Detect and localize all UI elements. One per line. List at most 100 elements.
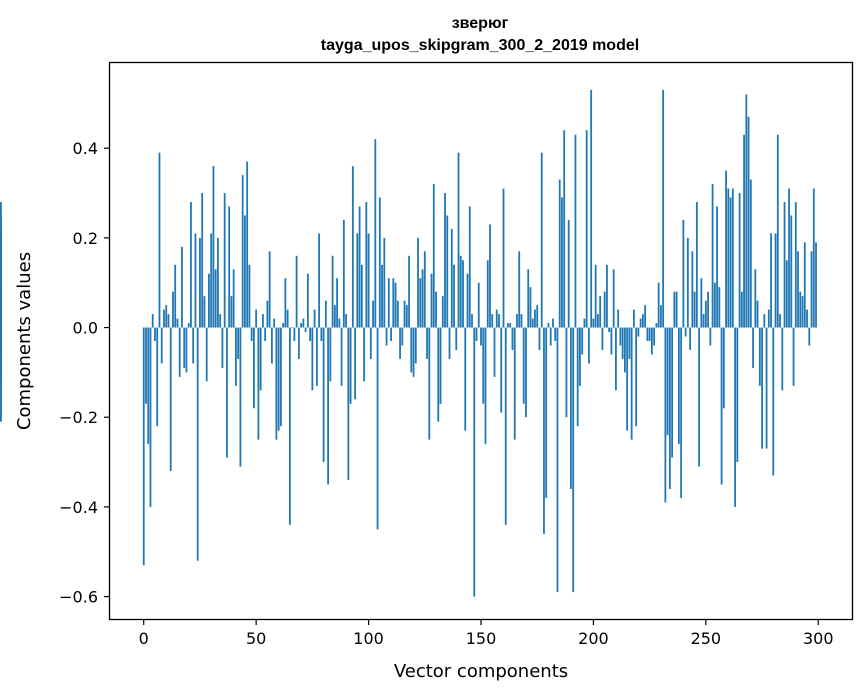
bar-108 — [385, 327, 388, 346]
bar-74 — [309, 327, 312, 341]
bar-97 — [360, 264, 363, 328]
bar-32 — [214, 269, 217, 328]
bar-169 — [522, 327, 525, 404]
bar-241 — [684, 327, 687, 337]
bar-80 — [322, 327, 325, 463]
bar-116 — [403, 300, 406, 328]
x-tick-label: 50 — [246, 629, 266, 648]
bar-170 — [525, 327, 527, 418]
bar-6 — [156, 327, 159, 427]
bar-162 — [507, 323, 509, 328]
bar-53 — [262, 314, 264, 328]
bar-8 — [160, 327, 163, 364]
bar-175 — [536, 305, 539, 328]
bar-247 — [698, 327, 700, 467]
bar-61 — [279, 327, 282, 427]
bar-176 — [538, 327, 541, 350]
bar-14 — [174, 264, 177, 328]
bar-112 — [394, 282, 397, 328]
bar-237 — [675, 291, 678, 328]
bar-151 — [482, 327, 485, 404]
bar-29 — [208, 273, 210, 328]
bar-156 — [493, 327, 496, 377]
bar-244 — [691, 251, 694, 328]
bar-23 — [194, 233, 197, 328]
bar-218 — [633, 309, 635, 328]
bar-121 — [414, 327, 417, 364]
bar-36 — [223, 193, 226, 328]
bar-130 — [435, 291, 437, 328]
bar-127 — [428, 327, 431, 440]
bar-3 — [149, 327, 152, 507]
bar-115 — [401, 327, 404, 346]
bar-284 — [781, 327, 784, 391]
bar-143 — [464, 327, 467, 431]
bar-297 — [810, 251, 813, 328]
bar-196 — [583, 318, 586, 328]
bar-146 — [471, 314, 473, 328]
bar-50 — [255, 309, 258, 328]
bar-227 — [653, 327, 656, 346]
bar-19 — [185, 327, 188, 373]
bar-40 — [232, 269, 235, 328]
bar-131 — [437, 327, 440, 422]
bar-167 — [518, 251, 521, 328]
bar-212 — [619, 327, 622, 346]
bar-128 — [430, 273, 433, 328]
bar-114 — [399, 327, 401, 359]
bar-219 — [635, 327, 638, 427]
bar-207 — [608, 327, 611, 333]
bar-279 — [770, 233, 772, 328]
bar-290 — [794, 202, 797, 328]
bar-105 — [378, 197, 381, 328]
bar-256 — [718, 287, 721, 328]
bar-163 — [509, 323, 512, 328]
bar-91 — [347, 327, 350, 480]
bar-47 — [248, 264, 251, 328]
x-tick-label: 200 — [578, 629, 609, 648]
bar-230 — [659, 305, 662, 328]
bar-48 — [250, 327, 253, 341]
bar-92 — [349, 327, 352, 404]
y-axis-label: Components values — [14, 252, 35, 430]
bar-10 — [165, 305, 168, 328]
bar-148 — [475, 327, 478, 341]
bar-67 — [293, 327, 296, 341]
bar-18 — [183, 327, 186, 368]
bar-288 — [790, 215, 793, 328]
bar-282 — [776, 134, 779, 328]
bar-132 — [439, 327, 442, 404]
y-tick-label: −0.6 — [59, 588, 98, 607]
bar-87 — [338, 318, 341, 328]
bar-160 — [502, 188, 505, 328]
bar-59 — [275, 327, 278, 440]
bar-144 — [466, 273, 469, 328]
bar-181 — [549, 327, 552, 346]
bar-63 — [284, 278, 287, 328]
x-axis-ticks: 0 50 100 150 200 250 300 — [139, 619, 834, 648]
bar-270 — [749, 179, 752, 328]
bar-287 — [788, 188, 790, 328]
bar-129 — [432, 184, 435, 328]
bar-165 — [513, 327, 516, 440]
bar-203 — [599, 296, 602, 328]
bar-98 — [363, 327, 365, 382]
bar-109 — [387, 278, 390, 328]
bar-294 — [803, 242, 806, 328]
bar-55 — [266, 300, 269, 328]
bar-267 — [743, 134, 745, 328]
bar-133 — [441, 296, 444, 328]
bar-58 — [273, 318, 276, 328]
bar-26 — [201, 193, 204, 328]
bar-123 — [419, 278, 422, 328]
bar-155 — [491, 314, 494, 328]
bar-236 — [673, 291, 676, 328]
bar-200 — [592, 318, 595, 328]
bar-103 — [374, 139, 377, 328]
y-tick-label: −0.4 — [59, 498, 98, 517]
bar-178 — [543, 327, 545, 534]
bar-177 — [540, 152, 543, 328]
bar-224 — [646, 327, 649, 341]
bar-185 — [558, 179, 561, 328]
bar-16 — [178, 327, 181, 377]
